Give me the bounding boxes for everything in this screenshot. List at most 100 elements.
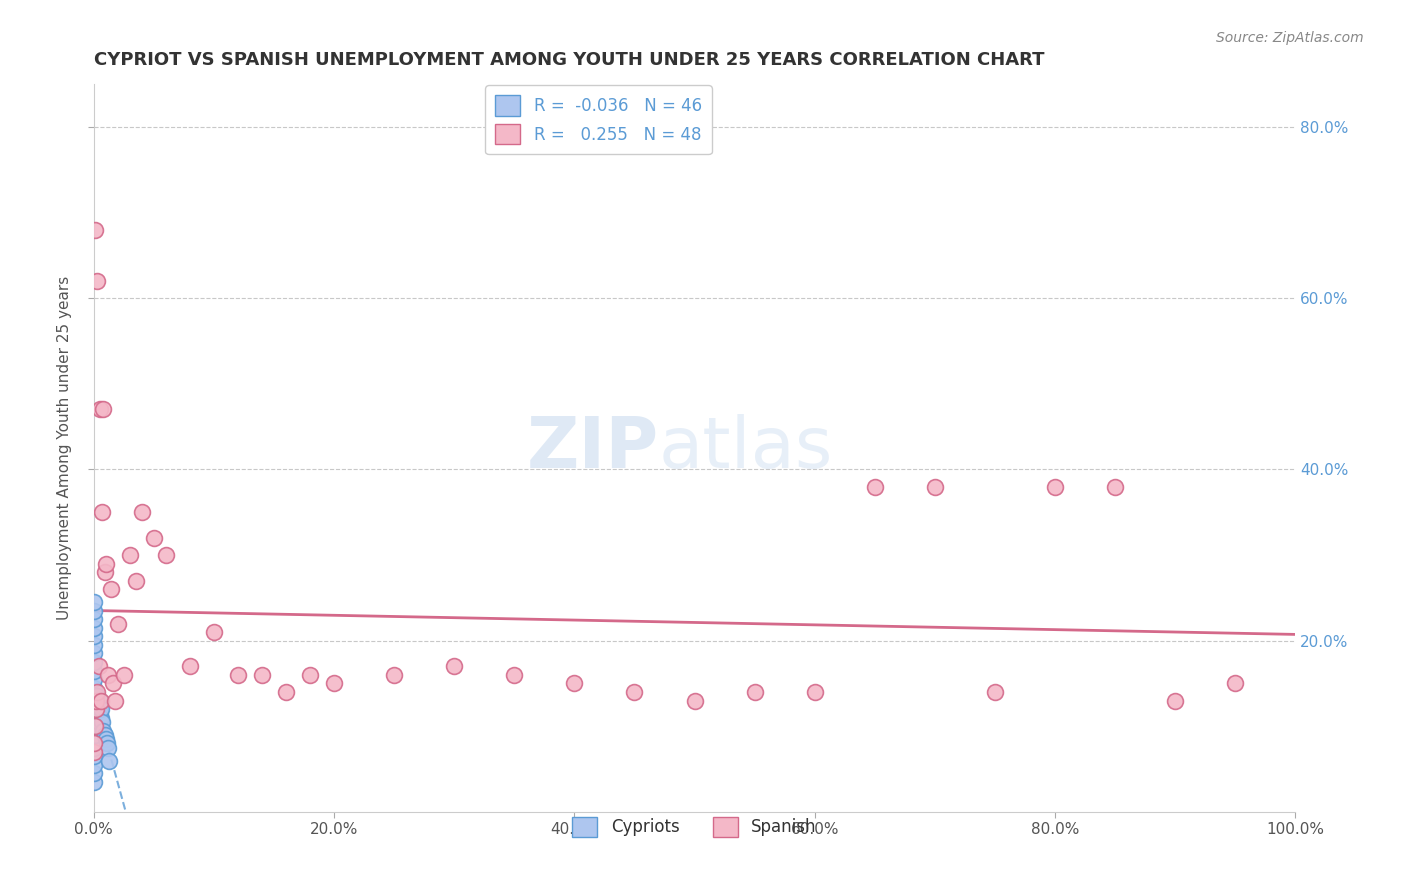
Point (94, 732, 117, 747)
Point (86, 685, 108, 699)
Point (83, 698, 105, 712)
Point (101, 676, 124, 690)
Point (83, 638, 105, 652)
Point (87, 714, 110, 729)
Point (863, 479, 886, 493)
Point (84, 693, 107, 707)
Point (83, 723, 105, 738)
Point (83, 706, 105, 721)
Point (250, 668, 273, 682)
Point (118, 548, 141, 562)
Point (86, 274, 108, 288)
Point (84, 719, 107, 733)
Point (202, 625, 225, 640)
Point (1043, 479, 1066, 493)
Point (83, 664, 105, 678)
Point (443, 659, 465, 673)
Point (86, 711, 108, 725)
Text: atlas: atlas (658, 414, 832, 483)
Point (125, 574, 148, 588)
Point (97, 740, 120, 755)
Point (803, 685, 825, 699)
Point (84, 706, 107, 721)
Point (83, 595, 105, 609)
Point (83, 745, 105, 759)
Y-axis label: Unemployment Among Youth under 25 years: Unemployment Among Youth under 25 years (58, 276, 72, 620)
Point (84, 719, 107, 733)
Point (131, 505, 153, 519)
Point (623, 685, 645, 699)
Point (84, 711, 107, 725)
Point (179, 659, 201, 673)
Point (323, 676, 346, 690)
Point (94, 557, 117, 571)
Text: Source: ZipAtlas.com: Source: ZipAtlas.com (1216, 31, 1364, 45)
Point (83, 690, 105, 704)
Point (91, 714, 114, 729)
Point (84, 702, 107, 716)
Text: ZIP: ZIP (526, 414, 658, 483)
Point (90, 702, 112, 716)
Point (112, 668, 135, 682)
Point (274, 685, 297, 699)
Point (84, 728, 107, 742)
Point (84, 222, 107, 236)
Point (107, 616, 129, 631)
Point (93, 565, 115, 579)
Point (1225, 676, 1247, 690)
Point (984, 685, 1007, 699)
Point (298, 668, 321, 682)
Point (744, 685, 766, 699)
Point (382, 668, 405, 682)
Point (83, 647, 105, 661)
Point (104, 693, 127, 707)
Point (89, 706, 111, 721)
Point (84, 698, 107, 712)
Point (83, 740, 105, 755)
Point (503, 668, 526, 682)
Legend: Cypriots, Spanish: Cypriots, Spanish (565, 810, 824, 844)
Point (83, 672, 105, 686)
Point (83, 757, 105, 772)
Point (83, 766, 105, 780)
Point (90, 693, 112, 707)
Point (83, 775, 105, 789)
Point (83, 732, 105, 747)
Text: CYPRIOT VS SPANISH UNEMPLOYMENT AMONG YOUTH UNDER 25 YEARS CORRELATION CHART: CYPRIOT VS SPANISH UNEMPLOYMENT AMONG YO… (94, 51, 1045, 69)
Point (83, 681, 105, 695)
Point (83, 749, 105, 764)
Point (83, 629, 105, 643)
Point (96, 736, 118, 750)
Point (86, 690, 108, 704)
Point (683, 693, 706, 707)
Point (87, 698, 110, 712)
Point (83, 714, 105, 729)
Point (91, 505, 114, 519)
Point (86, 698, 108, 712)
Point (84, 693, 107, 707)
Point (91, 723, 114, 738)
Point (83, 604, 105, 618)
Point (98, 754, 121, 768)
Point (100, 582, 122, 597)
Point (84, 702, 107, 716)
Point (155, 548, 177, 562)
Point (89, 402, 111, 417)
Point (83, 621, 105, 635)
Point (924, 479, 946, 493)
Point (1164, 693, 1187, 707)
Point (93, 728, 115, 742)
Point (142, 531, 165, 545)
Point (226, 668, 249, 682)
Point (83, 736, 105, 750)
Point (87, 659, 110, 673)
Point (89, 693, 111, 707)
Point (91, 402, 114, 417)
Point (83, 612, 105, 626)
Point (564, 676, 586, 690)
Point (90, 711, 112, 725)
Point (1104, 479, 1126, 493)
Point (83, 655, 105, 669)
Point (97, 668, 120, 682)
Point (84, 719, 107, 733)
